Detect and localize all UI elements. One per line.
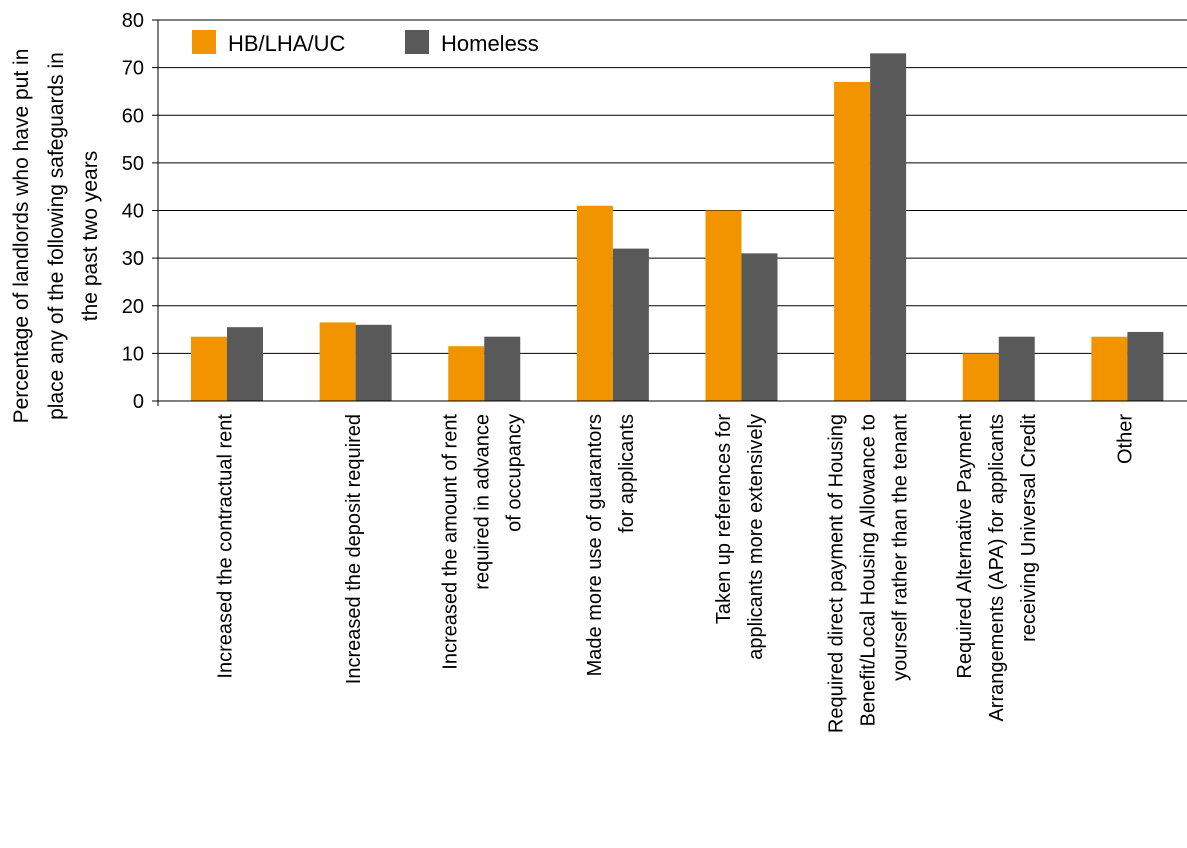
bar-hb-lha-uc bbox=[448, 346, 485, 401]
y-tick-labels: 0 10 20 30 40 50 60 70 80 bbox=[122, 10, 144, 413]
x-category-label: Taken up references for applicants more e… bbox=[713, 414, 767, 660]
legend-label: HB/LHA/UC bbox=[228, 31, 345, 56]
y-tick-label: 50 bbox=[122, 153, 144, 175]
y-tick-label: 20 bbox=[122, 296, 144, 318]
bar-homeless bbox=[355, 324, 392, 401]
bar-homeless bbox=[998, 336, 1035, 401]
y-axis-title: Percentage of landlords who have put in p… bbox=[10, 49, 102, 424]
bar-homeless bbox=[227, 327, 263, 401]
y-tick-label: 60 bbox=[122, 105, 144, 127]
x-category-label-line: Benefit/Local Housing Allowance to bbox=[857, 414, 879, 726]
x-category-label-line: Increased the contractual rent bbox=[214, 414, 236, 679]
legend-label: Homeless bbox=[441, 31, 539, 56]
legend: HB/LHA/UC Homeless bbox=[192, 30, 539, 56]
x-category-label-line: Required Alternative Payment bbox=[954, 414, 976, 679]
axes bbox=[152, 19, 1187, 406]
x-category-label: Other bbox=[1115, 414, 1137, 464]
y-tick-label: 0 bbox=[133, 391, 144, 413]
x-category-label-line: required in advance bbox=[472, 414, 494, 590]
x-category-labels: Increased the contractual rent Increased … bbox=[214, 414, 1136, 734]
gridlines bbox=[158, 19, 1187, 354]
x-category-label-line: of occupancy bbox=[504, 414, 526, 532]
x-category-label-line: Made more use of guarantors bbox=[584, 414, 606, 676]
x-category-label-line: Required direct payment of Housing bbox=[825, 414, 847, 733]
y-axis-title-line: the past two years bbox=[79, 151, 102, 321]
bar-hb-lha-uc bbox=[576, 205, 613, 401]
bar-hb-lha-uc bbox=[705, 210, 742, 401]
bar-hb-lha-uc bbox=[1091, 336, 1128, 401]
x-category-label-line: Increased the amount of rent bbox=[440, 414, 462, 670]
y-axis-title-line: Percentage of landlords who have put in bbox=[10, 49, 33, 424]
x-category-label-line: for applicants bbox=[616, 414, 638, 533]
x-category-label-line: Taken up references for bbox=[713, 414, 735, 624]
bars bbox=[191, 53, 1164, 402]
bar-homeless bbox=[612, 248, 649, 401]
bar-hb-lha-uc bbox=[191, 336, 227, 401]
y-tick-label: 30 bbox=[122, 248, 144, 270]
bar-homeless bbox=[1127, 331, 1164, 401]
x-category-label-line: receiving Universal Credit bbox=[1018, 414, 1040, 642]
x-category-label-line: yourself rather than the tenant bbox=[889, 414, 911, 681]
bar-homeless bbox=[870, 53, 907, 402]
legend-swatch bbox=[192, 30, 216, 54]
x-category-label: Increased the amount of rent required in … bbox=[440, 414, 526, 670]
y-tick-label: 70 bbox=[122, 58, 144, 80]
bar-homeless bbox=[484, 336, 521, 401]
bar-hb-lha-uc bbox=[962, 353, 999, 401]
y-tick-label: 10 bbox=[122, 343, 144, 365]
x-category-label-line: Other bbox=[1115, 414, 1137, 464]
y-tick-label: 80 bbox=[122, 10, 144, 32]
x-category-label: Required direct payment of Housing Benefi… bbox=[825, 414, 911, 733]
bar-hb-lha-uc bbox=[319, 322, 356, 401]
x-category-label: Increased the deposit required bbox=[343, 414, 365, 684]
x-category-label: Required Alternative Payment Arrangements… bbox=[954, 414, 1040, 722]
bar-homeless bbox=[741, 253, 778, 401]
x-category-label: Increased the contractual rent bbox=[214, 414, 236, 679]
legend-swatch bbox=[405, 30, 429, 54]
y-tick-label: 40 bbox=[122, 201, 144, 223]
x-category-label-line: Increased the deposit required bbox=[343, 414, 365, 684]
bar-hb-lha-uc bbox=[834, 81, 871, 401]
x-category-label: Made more use of guarantors for applicant… bbox=[584, 414, 638, 676]
x-category-label-line: Arrangements (APA) for applicants bbox=[986, 414, 1008, 722]
y-axis-title-line: place any of the following safeguards in bbox=[45, 52, 68, 420]
x-category-label-line: applicants more extensively bbox=[745, 414, 767, 660]
